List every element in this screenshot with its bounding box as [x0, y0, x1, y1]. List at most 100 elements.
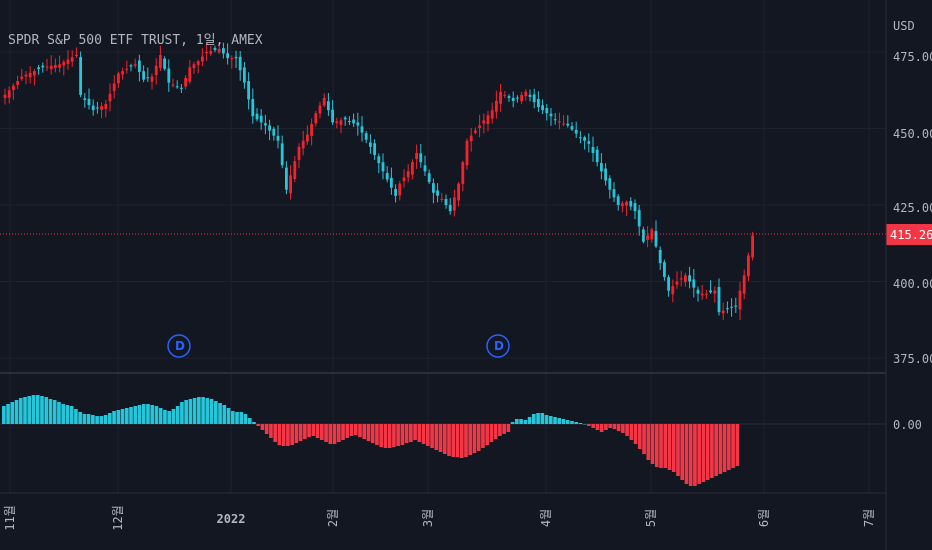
candle: [167, 59, 171, 92]
histogram-bar: [209, 399, 214, 424]
currency-label: USD: [893, 19, 915, 33]
candle: [545, 104, 549, 121]
price-axis[interactable]: USD 475.00 450.00 425.00 400.00 375.00 0…: [893, 19, 932, 432]
candle-body: [629, 201, 633, 207]
histogram-bar: [714, 424, 718, 476]
histogram-bar: [167, 411, 171, 424]
candle-body: [28, 72, 32, 78]
candle: [83, 92, 87, 108]
candle-body: [465, 140, 469, 166]
time-axis[interactable]: 11월 12월 2022 2월 3월 4월 5월 6월 7월: [3, 505, 876, 531]
candle: [184, 75, 187, 90]
candle-body: [738, 290, 742, 310]
candle: [264, 114, 267, 135]
time-label-mar: 3월: [421, 509, 435, 527]
histogram-bar: [570, 421, 574, 424]
candle: [532, 88, 536, 109]
histogram-bar: [65, 405, 70, 424]
candle: [100, 102, 103, 119]
histogram-bar: [192, 398, 197, 424]
candle-body: [356, 122, 360, 126]
candle: [348, 116, 351, 126]
candle-body: [742, 275, 746, 294]
candle: [45, 58, 49, 72]
histogram-bar: [659, 424, 663, 468]
candle: [209, 46, 213, 57]
candle: [700, 284, 704, 300]
candle-body: [129, 65, 133, 67]
histogram-bar: [218, 403, 222, 424]
candle-body: [381, 162, 385, 172]
candle-body: [600, 163, 603, 172]
candle-body: [339, 120, 343, 125]
histogram-bar: [129, 407, 133, 424]
histogram-bar: [27, 396, 32, 424]
histogram-bar: [638, 424, 642, 449]
candle-body: [243, 67, 246, 83]
candle-body: [713, 290, 717, 294]
candle-body: [175, 86, 179, 88]
histogram-bar: [69, 406, 74, 424]
candle: [684, 272, 687, 287]
histogram-bar: [684, 424, 689, 484]
time-label-jun: 6월: [757, 509, 771, 527]
dividend-marker-1[interactable]: D: [167, 334, 191, 358]
dividend-marker-2[interactable]: D: [486, 334, 510, 358]
histogram-bar: [239, 412, 244, 424]
histogram-bar: [383, 424, 388, 448]
candle-body: [642, 229, 645, 242]
candle-body: [516, 97, 519, 99]
candle: [406, 164, 410, 183]
histogram-bar: [701, 424, 706, 482]
candle-body: [352, 119, 355, 124]
candle-body: [45, 66, 49, 68]
histogram-bar: [281, 424, 286, 446]
candle-body: [667, 277, 670, 291]
histogram-bar: [464, 424, 468, 457]
candle-body: [474, 130, 477, 133]
candle: [427, 169, 431, 185]
candle-body: [3, 94, 7, 98]
candle: [574, 121, 578, 139]
candle-body: [331, 109, 334, 123]
candle: [213, 45, 217, 53]
histogram-bar: [222, 405, 227, 424]
time-label-nov: 11월: [3, 505, 17, 531]
candle: [247, 72, 250, 110]
candle: [394, 184, 397, 203]
candle: [415, 144, 418, 169]
histogram-bar: [459, 424, 464, 458]
candle: [587, 133, 591, 153]
histogram-bar: [468, 424, 473, 455]
candle-body: [117, 73, 120, 84]
histogram-bar: [553, 417, 557, 424]
time-label-dec: 12월: [111, 505, 125, 531]
grid-lines: [0, 0, 886, 493]
candle-body: [654, 231, 658, 247]
candle-body: [154, 65, 158, 75]
histogram-bar: [544, 415, 549, 424]
candle: [524, 89, 528, 101]
candle-body: [121, 71, 124, 75]
price-tick-450: 450.00: [893, 127, 932, 141]
candle-body: [705, 293, 708, 295]
candle: [314, 110, 318, 127]
candle: [474, 127, 477, 135]
histogram-bar: [540, 413, 545, 424]
price-tick-375: 375.00: [893, 352, 932, 366]
candle: [469, 127, 473, 152]
histogram-bar: [18, 398, 23, 424]
candle-body: [150, 76, 154, 82]
histogram-bar: [44, 397, 49, 424]
candle: [453, 189, 456, 217]
candle: [306, 125, 309, 145]
candle-body: [264, 123, 267, 126]
candle: [41, 62, 45, 73]
candle: [138, 54, 141, 82]
candle: [612, 182, 616, 203]
histogram-bar: [158, 408, 163, 424]
candle-body: [541, 105, 544, 111]
candle-body: [12, 85, 15, 91]
histogram-bar: [375, 424, 379, 445]
